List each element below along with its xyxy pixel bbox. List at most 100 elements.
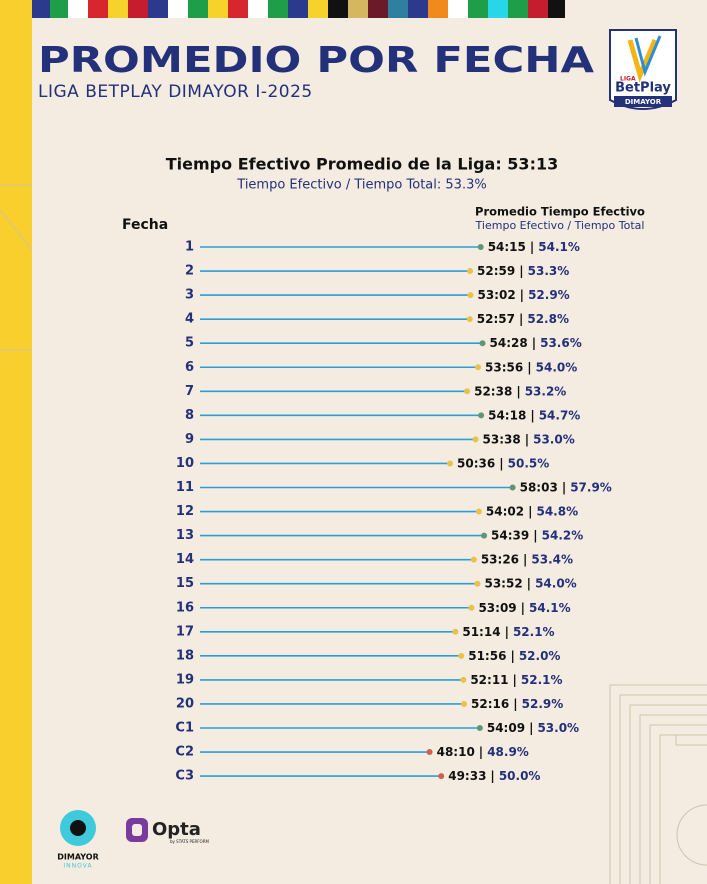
ratio-label: 53.0% — [537, 721, 579, 735]
separator: | — [510, 648, 514, 662]
data-label: 52:59 | 53.3% — [477, 264, 569, 278]
dot — [474, 580, 481, 587]
dot — [452, 628, 459, 635]
ratio-label: 57.9% — [570, 480, 612, 494]
data-label: 53:38 | 53.0% — [483, 432, 575, 446]
data-label: 51:14 | 52.1% — [462, 624, 554, 638]
category-label: 2 — [185, 264, 194, 279]
dot — [467, 292, 474, 299]
data-label: 51:56 | 52.0% — [468, 648, 560, 662]
dot — [478, 412, 485, 419]
category-label: C1 — [175, 721, 194, 736]
league-logo: LIGA BetPlay DIMAYOR — [609, 29, 677, 110]
logo-text: DIMAYOR — [625, 98, 662, 106]
category-label: 5 — [185, 336, 194, 351]
ratio-label: 53.4% — [531, 552, 573, 566]
separator: | — [479, 745, 483, 759]
category-label: 18 — [176, 648, 194, 663]
data-label: 54:18 | 54.7% — [488, 408, 580, 422]
data-label: 53:02 | 52.9% — [477, 288, 569, 302]
ratio-label: 52.1% — [521, 672, 563, 686]
time-label: 49:33 — [448, 769, 486, 783]
ratio-label: 54.7% — [539, 408, 581, 422]
dot — [460, 676, 467, 683]
time-label: 58:03 — [520, 480, 558, 494]
ratio-label: 54.8% — [536, 504, 578, 518]
separator: | — [529, 721, 533, 735]
separator: | — [499, 456, 503, 470]
time-label: 54:02 — [486, 504, 524, 518]
category-label: 16 — [176, 600, 194, 615]
side-bar — [0, 0, 32, 884]
category-label: 1 — [185, 240, 194, 255]
dot — [509, 484, 516, 491]
data-label: 53:09 | 54.1% — [478, 600, 570, 614]
time-label: 54:39 — [491, 528, 529, 542]
data-label: 53:56 | 54.0% — [485, 360, 577, 374]
category-label: 6 — [185, 360, 194, 375]
separator: | — [505, 624, 509, 638]
separator: | — [525, 432, 529, 446]
ratio-label: 54.1% — [529, 600, 571, 614]
dot — [479, 340, 486, 347]
dot — [466, 316, 473, 323]
dot — [475, 508, 482, 515]
ratio-label: 54.0% — [536, 360, 578, 374]
separator: | — [513, 696, 517, 710]
dot — [438, 773, 445, 780]
page-subtitle: LIGA BETPLAY DIMAYOR I-2025 — [38, 82, 313, 102]
ratio-label: 52.8% — [527, 312, 569, 326]
separator: | — [533, 528, 537, 542]
dot — [472, 436, 479, 443]
ratio-header: Tiempo Efectivo / Tiempo Total — [475, 219, 645, 232]
data-label: 54:09 | 53.0% — [487, 721, 579, 735]
category-label: 19 — [176, 672, 194, 687]
separator: | — [527, 576, 531, 590]
chart-subtitle: Tiempo Efectivo / Tiempo Total: 53.3% — [236, 178, 486, 193]
data-label: 52:38 | 53.2% — [474, 384, 566, 398]
ratio-label: 52.0% — [519, 648, 561, 662]
category-label: 17 — [176, 624, 194, 639]
time-label: 48:10 — [437, 745, 475, 759]
ratio-label: 54.1% — [538, 240, 580, 254]
dot — [447, 460, 454, 467]
dot — [461, 700, 468, 707]
time-label: 54:28 — [490, 336, 528, 350]
data-label: 48:10 | 48.9% — [437, 745, 529, 759]
rows: 1 54:15 | 54.1% 2 52:59 | 53.3% 3 53:02 | 52.9% 4 52:… — [175, 240, 611, 784]
logo-text: Opta — [152, 819, 201, 840]
value-header: Promedio Tiempo Efectivo — [475, 205, 645, 219]
time-label: 54:15 — [488, 240, 526, 254]
category-label: 10 — [176, 456, 194, 471]
category-label: 20 — [176, 696, 194, 711]
data-label: 50:36 | 50.5% — [457, 456, 549, 470]
ratio-label: 52.9% — [528, 288, 570, 302]
time-label: 52:16 — [471, 696, 509, 710]
time-label: 52:57 — [477, 312, 515, 326]
ratio-label: 53.0% — [533, 432, 575, 446]
data-label: 49:33 | 50.0% — [448, 769, 540, 783]
category-label: C3 — [175, 769, 194, 784]
data-label: 58:03 | 57.9% — [520, 480, 612, 494]
dot — [470, 556, 477, 563]
category-label: 8 — [185, 408, 194, 423]
separator: | — [532, 336, 536, 350]
time-label: 53:09 — [478, 600, 516, 614]
time-label: 53:26 — [481, 552, 519, 566]
pitch-lines — [0, 184, 707, 884]
ratio-label: 48.9% — [487, 745, 529, 759]
dot — [477, 244, 484, 250]
data-label: 52:11 | 52.1% — [470, 672, 562, 686]
category-label: 9 — [185, 432, 194, 447]
ratio-label: 54.0% — [535, 576, 577, 590]
data-label: 54:02 | 54.8% — [486, 504, 578, 518]
category-label: 11 — [176, 480, 194, 495]
dot — [467, 268, 474, 275]
data-label: 54:39 | 54.2% — [491, 528, 583, 542]
dot — [458, 652, 465, 659]
time-label: 50:36 — [457, 456, 495, 470]
dot — [475, 364, 482, 371]
separator: | — [490, 769, 494, 783]
dot — [464, 388, 471, 395]
